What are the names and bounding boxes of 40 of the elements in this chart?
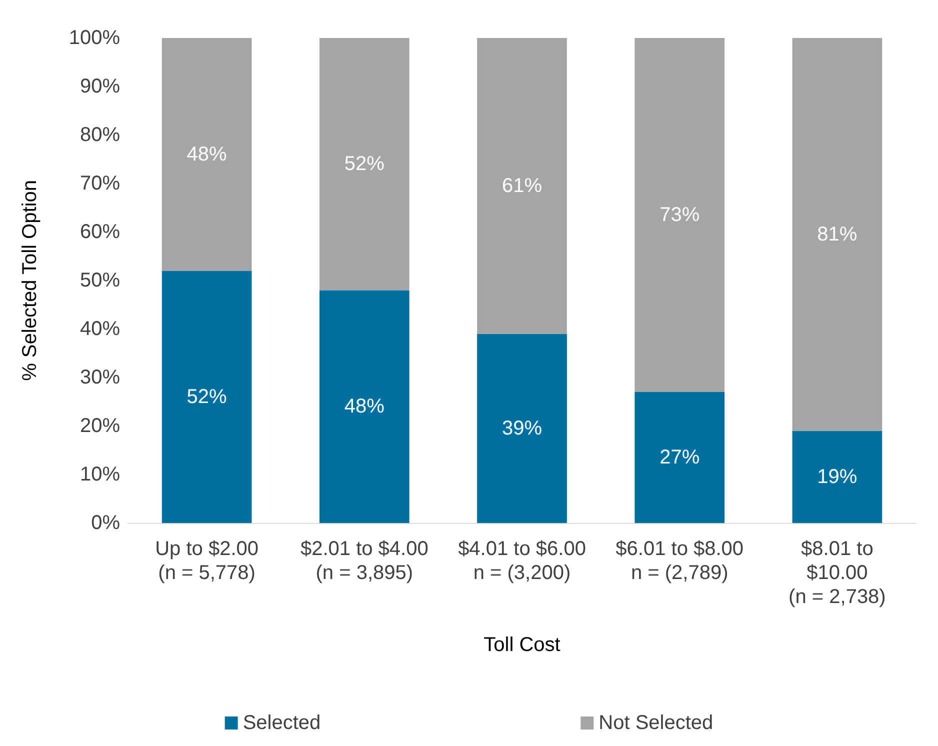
y-tick-label: 0% <box>91 512 120 534</box>
y-axis-title: % Selected Toll Option <box>19 180 41 381</box>
data-label: 48% <box>344 396 385 418</box>
data-label: 19% <box>817 466 858 488</box>
bar <box>162 270 252 523</box>
bar <box>319 290 410 523</box>
x-axis-title: Toll Cost <box>484 634 561 656</box>
data-label: 39% <box>502 417 542 440</box>
x-tick-label: $6.01 to $8.00 n = (2,789) <box>616 538 744 584</box>
bar <box>162 38 252 271</box>
data-label: 73% <box>660 204 700 226</box>
y-tick-label: 40% <box>80 318 120 340</box>
y-tick-label: 10% <box>80 464 120 486</box>
y-tick-label: 100% <box>68 27 120 49</box>
x-tick-label: $2.01 to $4.00 (n = 3,895) <box>300 538 428 584</box>
y-tick-label: 20% <box>80 415 120 437</box>
x-tick-label: $8.01 to $10.00 (n = 2,738) <box>788 538 886 608</box>
data-label: 48% <box>186 143 228 166</box>
bar <box>792 430 882 523</box>
bar <box>792 38 882 431</box>
x-tick-label: Up to $2.00 (n = 5,778) <box>155 538 259 584</box>
data-label: 52% <box>344 153 385 176</box>
bar <box>477 38 567 334</box>
data-label: 52% <box>186 386 228 408</box>
legend-label: Not Selected <box>598 712 714 734</box>
legend-label: Selected <box>242 712 321 734</box>
y-tick-label: 90% <box>80 76 120 98</box>
y-tick-label: 80% <box>80 124 120 146</box>
y-tick-label: 60% <box>80 221 120 243</box>
x-tick-label: $4.01 to $6.00 n = (3,200) <box>458 538 586 584</box>
bar <box>319 38 410 290</box>
data-label: 27% <box>660 446 700 469</box>
data-label: 81% <box>817 223 858 246</box>
y-tick-label: 50% <box>80 270 120 292</box>
y-tick-label: 70% <box>80 172 120 194</box>
bar <box>634 38 725 392</box>
data-label: 61% <box>502 174 542 197</box>
bar <box>634 392 725 523</box>
bar <box>477 334 567 523</box>
y-tick-label: 30% <box>80 366 120 388</box>
